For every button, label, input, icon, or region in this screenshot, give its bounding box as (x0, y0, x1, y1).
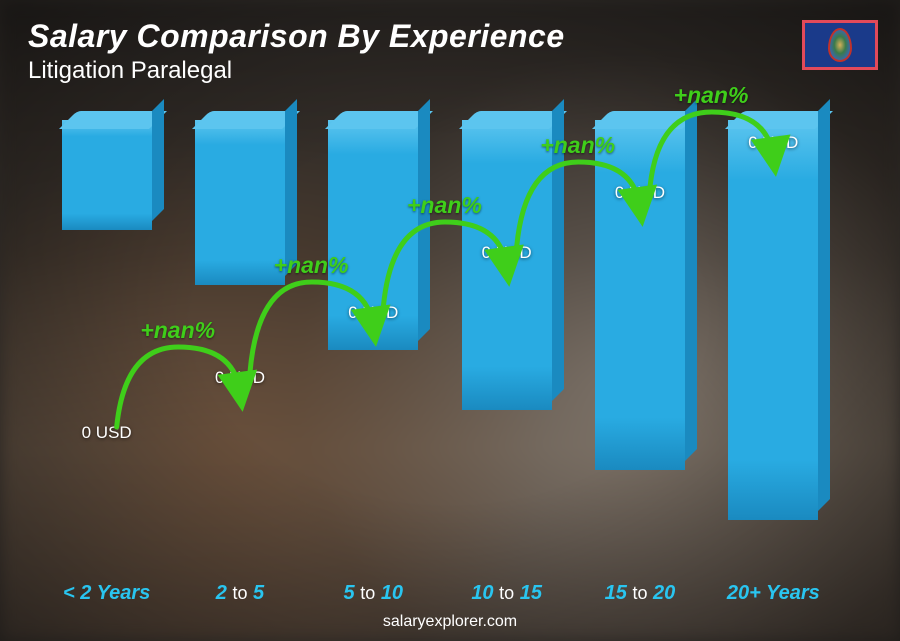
bar-chart: 0 USD< 2 Years0 USD2 to 50 USD5 to 100 U… (40, 120, 840, 571)
arrows-overlay (40, 120, 840, 571)
growth-arrow (250, 282, 373, 372)
category-label: < 2 Years (37, 582, 177, 605)
chart-subtitle: Litigation Paralegal (28, 57, 565, 85)
category-label: 15 to 20 (570, 582, 710, 605)
chart-title: Salary Comparison By Experience (28, 18, 565, 55)
growth-arrow (650, 112, 773, 187)
growth-arrow (517, 162, 640, 247)
growth-arrow (117, 347, 240, 427)
category-label: 20+ Years (703, 582, 843, 605)
delta-label: +nan% (407, 192, 482, 219)
delta-label: +nan% (674, 82, 749, 109)
category-label: 2 to 5 (170, 582, 310, 605)
category-label: 10 to 15 (437, 582, 577, 605)
growth-arrow (383, 222, 506, 307)
chart-container: Salary Comparison By Experience Litigati… (0, 0, 900, 641)
category-label: 5 to 10 (303, 582, 443, 605)
delta-label: +nan% (140, 317, 215, 344)
delta-label: +nan% (274, 252, 349, 279)
flag-seal (828, 28, 852, 62)
title-block: Salary Comparison By Experience Litigati… (28, 18, 565, 85)
flag-guam (802, 20, 878, 70)
delta-label: +nan% (540, 132, 615, 159)
footer-credit: salaryexplorer.com (0, 613, 900, 631)
